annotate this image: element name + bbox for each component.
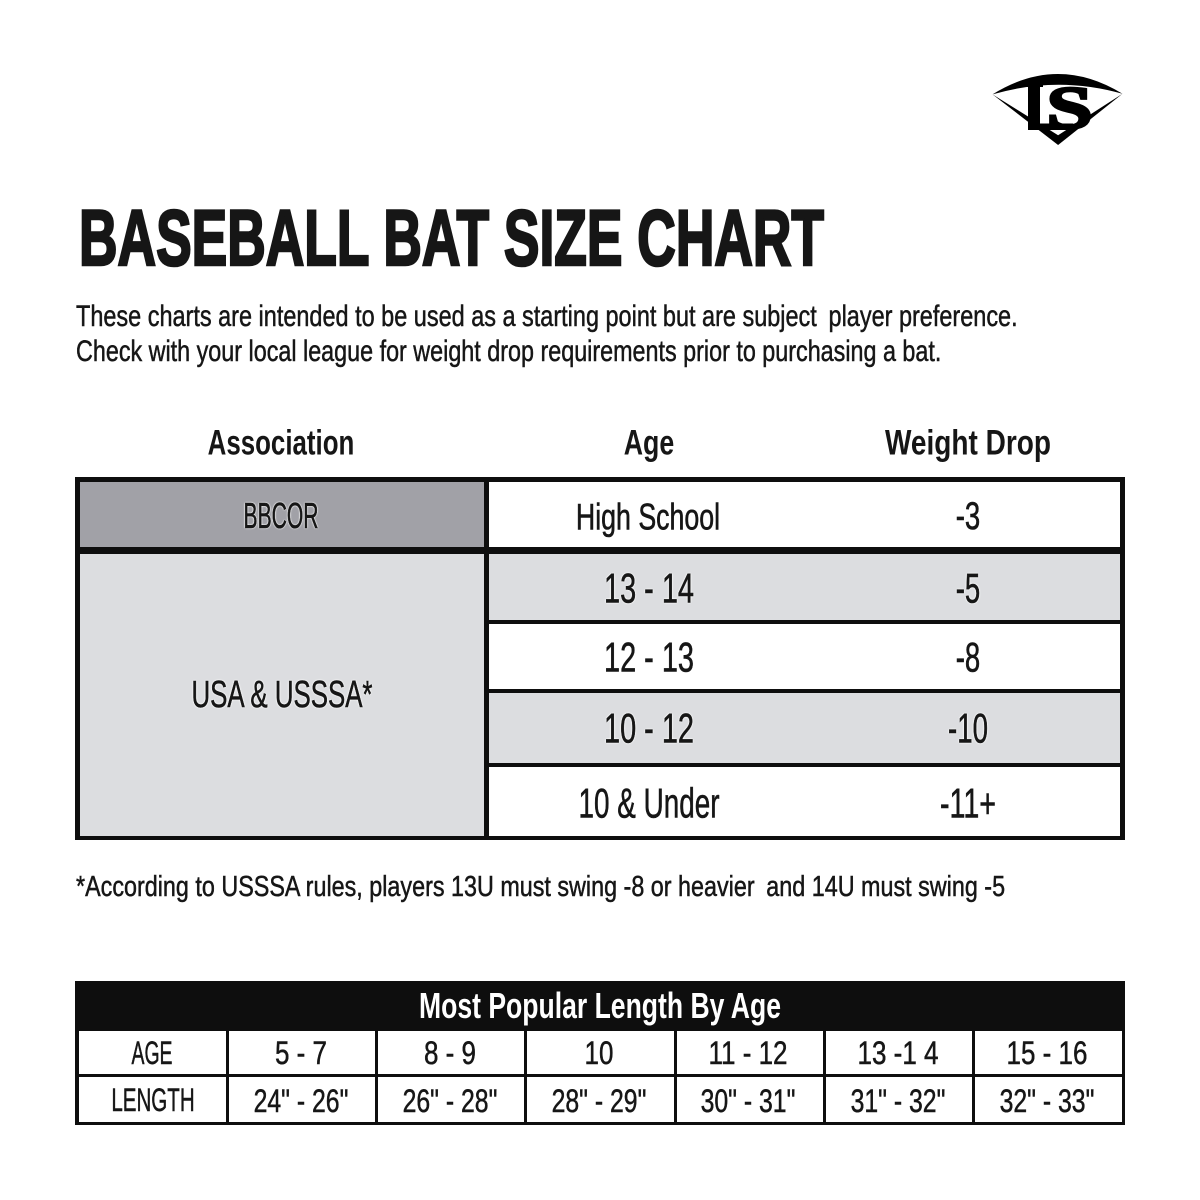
svg-text:S: S (1046, 75, 1092, 141)
